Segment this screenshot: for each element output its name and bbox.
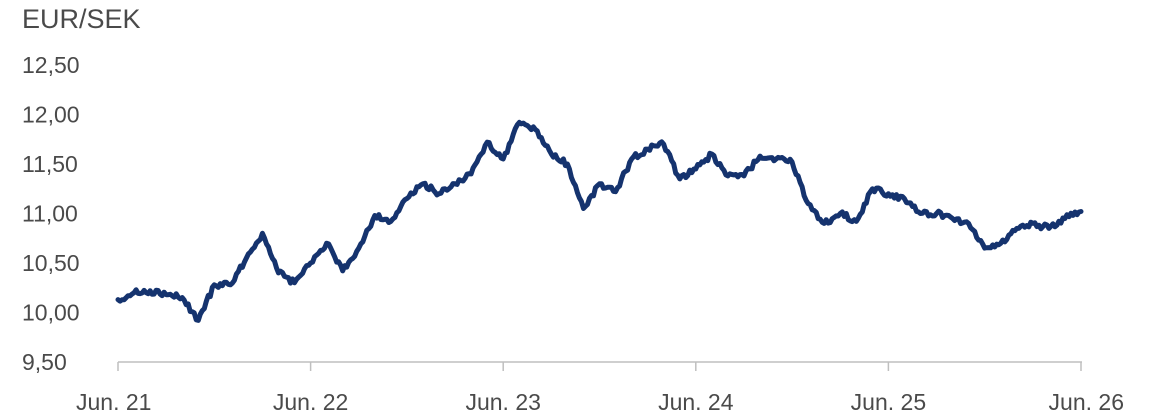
y-tick-label: 11,00	[22, 201, 78, 227]
x-tick-label: Jun. 21	[76, 389, 151, 415]
x-tick-label: Jun. 25	[851, 389, 926, 415]
chart-title: EUR/SEK	[22, 4, 141, 34]
x-tick-label: Jun. 23	[465, 389, 540, 415]
y-tick-label: 12,50	[22, 52, 80, 78]
y-tick-label: 10,00	[22, 300, 80, 326]
y-tick-label: 11,50	[22, 151, 78, 177]
x-tick-marks	[117, 362, 1082, 371]
x-tick-label: Jun. 22	[273, 389, 348, 415]
y-tick-label: 12,00	[22, 102, 80, 128]
y-tick-label: 9,50	[22, 349, 67, 375]
series-line	[115, 119, 1084, 323]
y-tick-label: 10,50	[22, 250, 80, 276]
x-tick-labels: Jun. 21 Jun. 22 Jun. 23 Jun. 24 Jun. 25 Jun. …	[76, 389, 1124, 415]
x-tick-label: Jun. 26	[1049, 389, 1124, 415]
y-tick-labels: 12,50 12,00 11,50 11,00 10,50 10,00 9,50	[22, 52, 80, 375]
x-tick-label: Jun. 24	[658, 389, 734, 415]
